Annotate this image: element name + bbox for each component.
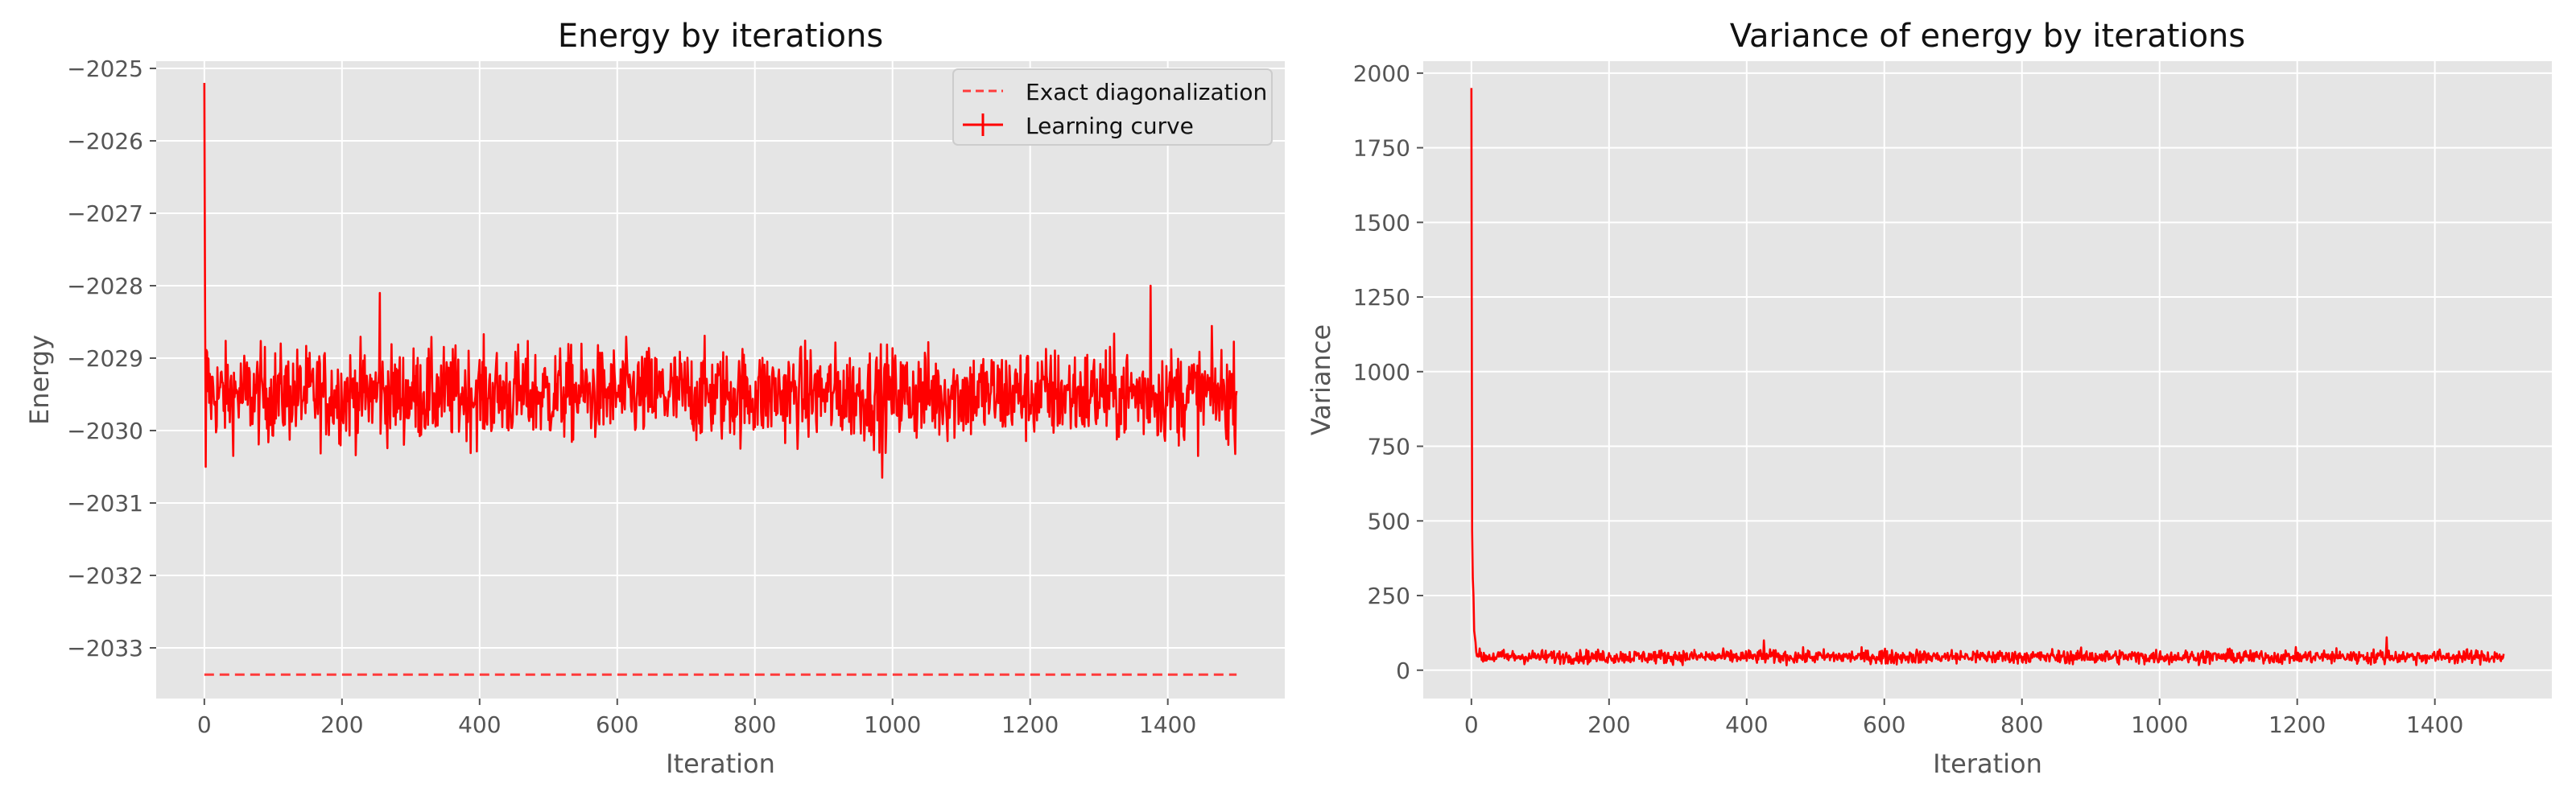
x-tick-label: 0 <box>1464 711 1479 738</box>
y-tick-label: −2025 <box>67 56 143 82</box>
y-tick-label: −2026 <box>67 128 143 155</box>
x-tick-label: 1400 <box>1139 711 1196 738</box>
x-tick-label: 200 <box>320 711 363 738</box>
y-tick-label: −2030 <box>67 418 143 444</box>
energy-ticks: 0 200 400 600 800 1000 1200 1400 −2033 −2032 −2031… <box>67 56 1196 738</box>
x-tick-label: 1200 <box>1001 711 1059 738</box>
variance-y-axis-label: Variance <box>1306 324 1336 435</box>
y-tick-label: 1750 <box>1353 135 1410 162</box>
series-0-line <box>1470 88 2505 666</box>
y-tick-label: 0 <box>1396 658 1410 684</box>
y-tick-label: 750 <box>1368 434 1410 460</box>
x-tick-label: 800 <box>2000 711 2043 738</box>
x-tick-label: 1000 <box>864 711 921 738</box>
y-tick-label: −2033 <box>67 635 143 662</box>
y-tick-label: 1250 <box>1353 284 1410 311</box>
y-tick-label: 500 <box>1368 508 1410 534</box>
variance-chart-title: Variance of energy by iterations <box>1730 18 2245 55</box>
y-tick-label: −2031 <box>67 490 143 517</box>
y-tick-label: 250 <box>1368 583 1410 609</box>
variance-chart: 0 200 400 600 800 1000 1200 1400 0 250 500 750 1000 1… <box>1306 18 2552 779</box>
learning-curve-line <box>203 82 1238 479</box>
y-tick-label: 1500 <box>1353 209 1410 236</box>
y-tick-label: 1000 <box>1353 359 1410 385</box>
variance-grid <box>1423 61 2552 699</box>
x-tick-label: 400 <box>458 711 501 738</box>
y-tick-label: −2029 <box>67 345 143 372</box>
energy-chart: 0 200 400 600 800 1000 1200 1400 −2033 −2032 −2031… <box>24 18 1285 779</box>
y-tick-label: −2028 <box>67 273 143 299</box>
y-tick-label: 2000 <box>1353 60 1410 87</box>
variance-ticks: 0 200 400 600 800 1000 1200 1400 0 250 500 750 1000 1… <box>1353 60 2464 738</box>
x-tick-label: 1000 <box>2131 711 2188 738</box>
x-tick-label: 600 <box>1863 711 1905 738</box>
y-tick-label: −2027 <box>67 200 143 227</box>
energy-series <box>203 82 1238 676</box>
x-tick-label: 600 <box>596 711 638 738</box>
legend-box <box>952 68 1273 146</box>
x-tick-label: 0 <box>197 711 212 738</box>
legend-exact-diagonalization-label: Exact diagonalization <box>1026 79 1267 105</box>
x-tick-label: 1400 <box>2406 711 2463 738</box>
variance-series <box>1470 88 2505 666</box>
energy-chart-title: Energy by iterations <box>558 18 883 55</box>
energy-x-axis-label: Iteration <box>666 748 775 779</box>
variance-plot-area <box>1423 61 2552 699</box>
y-tick-label: −2032 <box>67 563 143 589</box>
variance-x-axis-label: Iteration <box>1933 748 2042 779</box>
x-tick-label: 400 <box>1725 711 1768 738</box>
energy-y-axis-label: Energy <box>24 335 55 425</box>
x-tick-label: 800 <box>733 711 776 738</box>
x-tick-label: 1200 <box>2268 711 2326 738</box>
legend-learning-curve-label: Learning curve <box>1026 113 1194 139</box>
x-tick-label: 200 <box>1587 711 1630 738</box>
energy-legend: Exact diagonalization Learning curve <box>952 68 1273 146</box>
